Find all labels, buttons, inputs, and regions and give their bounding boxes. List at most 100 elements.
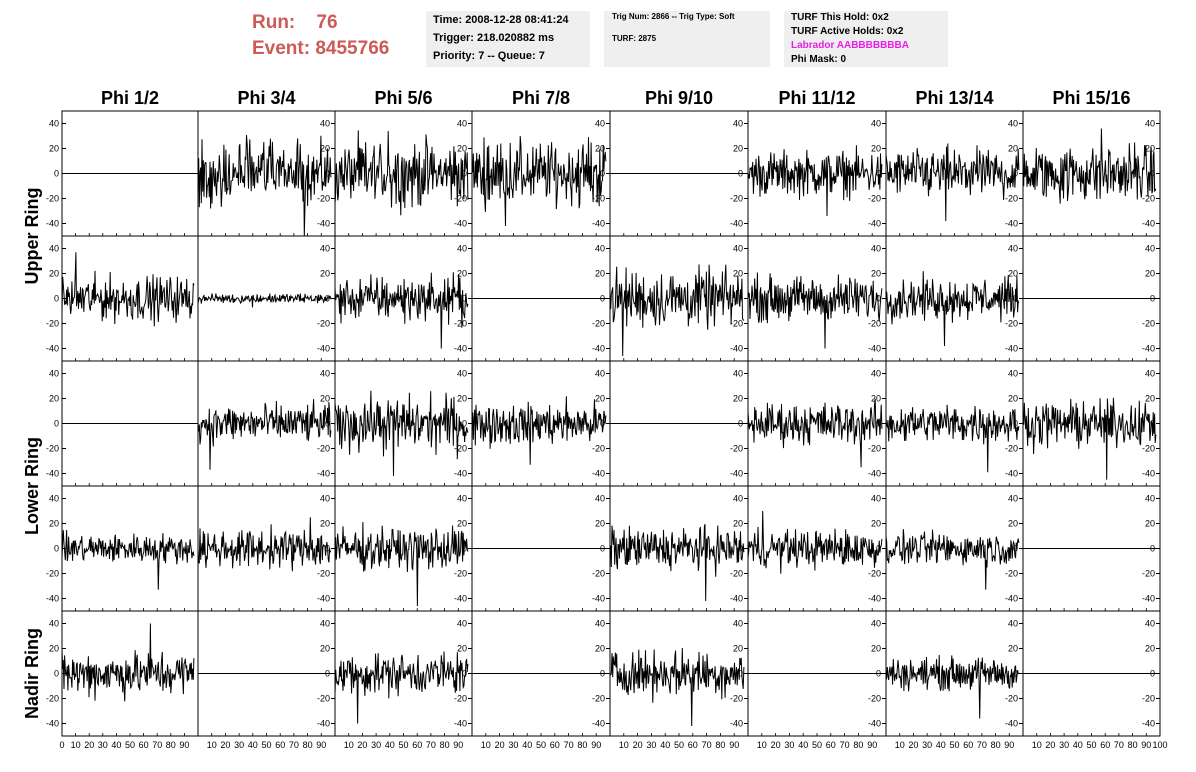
y-tick-label-r5-c1--40: -40 [46, 719, 59, 729]
x-tick-label-c4-10: 10 [481, 740, 491, 750]
y-tick-label-r1-c2--20: -20 [317, 194, 330, 204]
x-tick-label-c1-90: 90 [179, 740, 189, 750]
y-tick-label-r4-c8-20: 20 [1145, 519, 1155, 529]
column-title-phi-1-2: Phi 1/2 [101, 88, 159, 108]
y-tick-label-r2-c1-20: 20 [49, 269, 59, 279]
x-tick-label-c4-30: 30 [508, 740, 518, 750]
x-tick-label-c6-70: 70 [840, 740, 850, 750]
y-tick-label-r3-c4--40: -40 [592, 469, 605, 479]
y-tick-label-r2-c4--20: -20 [592, 319, 605, 329]
y-tick-label-r3-c7--20: -20 [1005, 444, 1018, 454]
y-tick-label-r4-c5--20: -20 [730, 569, 743, 579]
y-tick-label-r3-c2-20: 20 [320, 394, 330, 404]
y-tick-label-r1-c7--40: -40 [1005, 219, 1018, 229]
y-tick-label-r2-c7-20: 20 [1008, 269, 1018, 279]
waveform-trace-r1-c6 [747, 145, 883, 217]
x-tick-label-c5-30: 30 [646, 740, 656, 750]
x-tick-label-c3-30: 30 [371, 740, 381, 750]
y-tick-label-r2-c3-40: 40 [457, 244, 467, 254]
x-tick-label-c8-10: 10 [1032, 740, 1042, 750]
trigger-text: Trigger: 218.020882 ms [433, 32, 555, 44]
x-tick-label-c8-60: 60 [1100, 740, 1110, 750]
x-tick-label-c8-40: 40 [1073, 740, 1083, 750]
y-tick-label-r4-c7-40: 40 [1008, 494, 1018, 504]
y-tick-label-r2-c3-0: 0 [462, 294, 467, 304]
y-tick-label-r5-c3-0: 0 [462, 669, 467, 679]
x-tick-label-c6-20: 20 [771, 740, 781, 750]
y-tick-label-r3-c7--40: -40 [1005, 469, 1018, 479]
y-tick-label-r5-c1-40: 40 [49, 619, 59, 629]
waveform-trace-r3-c2 [197, 399, 332, 470]
x-tick-label-c8-20: 20 [1045, 740, 1055, 750]
x-tick-label-c8-90: 90 [1141, 740, 1151, 750]
y-tick-label-r1-c6-40: 40 [871, 119, 881, 129]
y-tick-label-r2-c5-40: 40 [733, 244, 743, 254]
y-tick-label-r1-c5--40: -40 [730, 219, 743, 229]
x-tick-label-c7-10: 10 [895, 740, 905, 750]
y-tick-label-r3-c5--20: -20 [730, 444, 743, 454]
y-tick-label-r4-c7-20: 20 [1008, 519, 1018, 529]
y-tick-label-r4-c5-20: 20 [733, 519, 743, 529]
y-tick-label-r2-c8-40: 40 [1145, 244, 1155, 254]
waveform-trace-r4-c2 [197, 517, 332, 572]
x-tick-label-c5-80: 80 [715, 740, 725, 750]
y-tick-label-r5-c3-40: 40 [457, 619, 467, 629]
x-tick-label-c4-90: 90 [591, 740, 601, 750]
y-tick-label-r3-c1-0: 0 [54, 419, 59, 429]
y-tick-label-r1-c4-20: 20 [595, 144, 605, 154]
phi-mask-text: Phi Mask: 0 [791, 54, 847, 65]
y-tick-label-r1-c3--40: -40 [454, 219, 467, 229]
turf-text: TURF: 2875 [612, 34, 657, 43]
waveform-trace-r4-c3 [334, 521, 469, 607]
x-tick-label-c4-80: 80 [577, 740, 587, 750]
waveform-trace-r1-c4 [471, 135, 607, 227]
x-tick-label-c8-70: 70 [1114, 740, 1124, 750]
waveform-trace-r5-c5 [609, 647, 745, 727]
x-tick-label-c8-100: 100 [1152, 740, 1167, 750]
y-tick-label-r2-c2--20: -20 [317, 319, 330, 329]
x-tick-label-c2-90: 90 [316, 740, 326, 750]
y-tick-label-r3-c1--40: -40 [46, 469, 59, 479]
waveform-trace-r1-c2 [197, 134, 332, 237]
x-tick-label-c6-80: 80 [853, 740, 863, 750]
time-text: Time: 2008-12-28 08:41:24 [433, 14, 569, 26]
y-tick-label-r3-c2--40: -40 [317, 469, 330, 479]
x-tick-label-c1-60: 60 [139, 740, 149, 750]
trig-num-text: Trig Num: 2866 -- Trig Type: Soft [612, 12, 735, 21]
y-tick-label-r4-c5-40: 40 [733, 494, 743, 504]
event-value: 8455766 [315, 38, 390, 59]
y-tick-label-r1-c1-0: 0 [54, 169, 59, 179]
y-tick-label-r5-c6-40: 40 [871, 619, 881, 629]
x-tick-label-c8-80: 80 [1128, 740, 1138, 750]
trigger-info-panel: Trig Num: 2866 -- Trig Type: Soft TURF: … [604, 11, 770, 67]
y-tick-label-r4-c3-40: 40 [457, 494, 467, 504]
y-tick-label-r4-c5--40: -40 [730, 594, 743, 604]
y-tick-label-r2-c4-20: 20 [595, 269, 605, 279]
y-tick-label-r4-c4-40: 40 [595, 494, 605, 504]
x-tick-label-c6-40: 40 [798, 740, 808, 750]
y-tick-label-r1-c8--40: -40 [1142, 219, 1155, 229]
x-tick-label-c2-80: 80 [303, 740, 313, 750]
x-tick-label-c5-50: 50 [674, 740, 684, 750]
y-tick-label-r4-c1--40: -40 [46, 594, 59, 604]
y-tick-label-r4-c2--20: -20 [317, 569, 330, 579]
y-tick-label-r5-c8-40: 40 [1145, 619, 1155, 629]
waveform-trace-r2-c1 [61, 252, 195, 327]
y-tick-label-r5-c8--20: -20 [1142, 694, 1155, 704]
y-tick-label-r5-c4-40: 40 [595, 619, 605, 629]
waveform-trace-r5-c3 [334, 651, 469, 724]
y-tick-label-r3-c5--40: -40 [730, 469, 743, 479]
y-tick-label-r4-c8--40: -40 [1142, 594, 1155, 604]
y-tick-label-r2-c5--40: -40 [730, 344, 743, 354]
x-tick-label-c2-20: 20 [220, 740, 230, 750]
x-tick-label-c3-40: 40 [385, 740, 395, 750]
x-tick-label-c1-30: 30 [98, 740, 108, 750]
y-tick-label-r3-c8--40: -40 [1142, 469, 1155, 479]
turf-info-panel: TURF This Hold: 0x2 TURF Active Holds: 0… [784, 11, 948, 67]
y-tick-label-r1-c2-40: 40 [320, 119, 330, 129]
x-tick-label-c2-50: 50 [261, 740, 271, 750]
x-tick-label-c7-70: 70 [977, 740, 987, 750]
x-tick-label-c5-10: 10 [619, 740, 629, 750]
y-tick-label-r5-c8--40: -40 [1142, 719, 1155, 729]
y-tick-label-r5-c4--20: -20 [592, 694, 605, 704]
